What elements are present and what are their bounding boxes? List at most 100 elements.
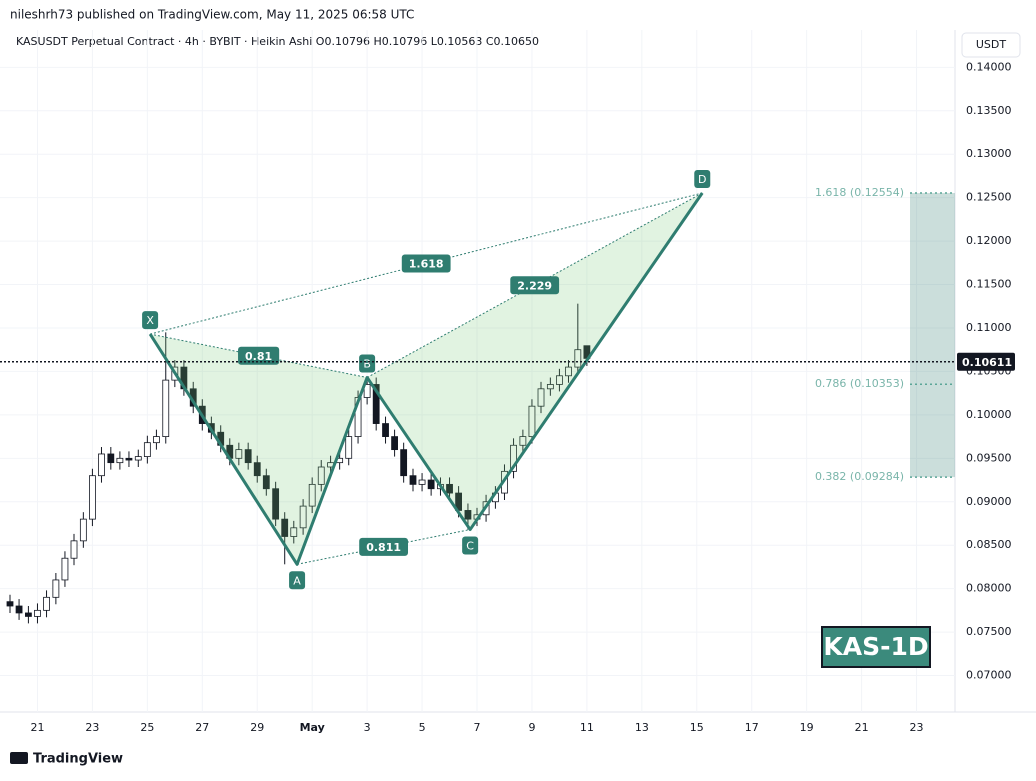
candle-body [510, 444, 517, 472]
candle-body [153, 436, 160, 444]
candle-body [162, 379, 170, 437]
x-tick-label: 7 [474, 721, 481, 734]
candle-body [25, 612, 32, 617]
currency-button[interactable] [961, 32, 1021, 58]
target-zone [910, 192, 955, 478]
x-tick-label: 5 [419, 721, 426, 734]
last-price-box [957, 352, 1015, 371]
ratio-badge [510, 276, 560, 295]
candle-body [281, 518, 289, 537]
candle-body [134, 456, 142, 461]
candle-body [308, 483, 316, 507]
y-tick-label: 0.11500 [966, 278, 1012, 291]
ratio-label: 0.811 [366, 541, 401, 554]
candle-body [125, 457, 133, 461]
ratio-label: 0.81 [245, 350, 272, 363]
candle-body [79, 518, 87, 542]
candle-body [98, 453, 105, 477]
pattern-legs [148, 192, 704, 566]
candle-body [345, 436, 353, 459]
y-tick-label: 0.12500 [966, 191, 1012, 204]
x-tick-label: 19 [800, 721, 814, 734]
level-label: 0.786 (0.10353) [815, 377, 904, 390]
candle-body [116, 457, 124, 464]
candle-body [52, 579, 60, 598]
pattern-fill [150, 334, 368, 565]
candle-body [253, 462, 261, 477]
candle-body [107, 453, 115, 464]
candle-body [382, 423, 389, 437]
level-label: 0.382 (0.09284) [815, 470, 904, 483]
candle-body [6, 601, 14, 607]
x-tick-label: 17 [745, 721, 759, 734]
point-label: C [466, 540, 474, 553]
candle-body [262, 475, 270, 490]
y-tick-label: 0.08500 [966, 538, 1012, 551]
currency-label[interactable]: USDT [976, 38, 1007, 51]
x-tick-label: 23 [85, 721, 99, 734]
candle-body [418, 479, 426, 485]
symbol-line: KASUSDT Perpetual Contract · 4h · BYBIT … [16, 35, 539, 48]
x-tick-label: 23 [910, 721, 924, 734]
candle-body [235, 449, 243, 459]
point-badge [694, 169, 711, 188]
point-badge [142, 311, 159, 330]
candle-body [556, 375, 563, 385]
brand: TradingView [33, 752, 123, 767]
level-label: 1.618 (0.12554) [815, 186, 904, 199]
candle-body [519, 436, 527, 446]
point-badge [462, 536, 479, 555]
x-tick-label: 13 [635, 721, 649, 734]
point-label: A [293, 574, 301, 587]
y-tick-label: 0.14000 [966, 60, 1012, 73]
y-tick-label: 0.13500 [966, 104, 1012, 117]
pattern-fill [367, 192, 703, 530]
x-tick-label: 3 [364, 721, 371, 734]
candle-body [409, 475, 417, 485]
ratio-label: 2.229 [517, 279, 552, 292]
candle-body [400, 449, 408, 477]
y-tick-label: 0.10000 [966, 408, 1012, 421]
candle-body [574, 349, 582, 368]
x-tick-label: 27 [195, 721, 209, 734]
point-badge [359, 354, 376, 373]
point-label: X [146, 314, 154, 327]
candle-body [143, 442, 151, 457]
point-badge [289, 571, 306, 590]
candle-body [528, 405, 536, 437]
candle-body [244, 449, 252, 464]
x-tick-label: 11 [580, 721, 594, 734]
x-tick-label: 29 [250, 721, 264, 734]
candle-body [464, 510, 472, 520]
x-tick-label: 25 [140, 721, 154, 734]
candle-body [61, 557, 69, 581]
badge-box [821, 626, 931, 668]
candle-body [372, 384, 380, 424]
candle-body [43, 596, 50, 611]
y-tick-label: 0.09500 [966, 451, 1012, 464]
badge-label: KAS-1D [823, 632, 928, 661]
point-label: B [363, 358, 371, 371]
x-tick-label: 9 [528, 721, 535, 734]
y-tick-label: 0.07000 [966, 669, 1012, 682]
y-tick-label: 0.09000 [966, 495, 1012, 508]
ratio-badge [238, 346, 280, 365]
candle-body [70, 540, 78, 559]
ratio-badge [401, 254, 451, 273]
point-label: D [698, 173, 706, 186]
last-price-label: 0.10611 [962, 356, 1012, 369]
candle-body [565, 366, 572, 377]
candle-body [391, 436, 398, 451]
pattern-dotted [150, 333, 368, 379]
candle-body [272, 488, 280, 520]
candle-body [446, 483, 453, 494]
candle-body [34, 609, 41, 617]
y-tick-label: 0.07500 [966, 625, 1012, 638]
candle-body [15, 605, 23, 614]
candle-body [89, 475, 96, 520]
ratio-badge [359, 537, 409, 556]
candle-body [299, 505, 307, 529]
y-tick-label: 0.11000 [966, 321, 1012, 334]
x-tick-label: 15 [690, 721, 704, 734]
